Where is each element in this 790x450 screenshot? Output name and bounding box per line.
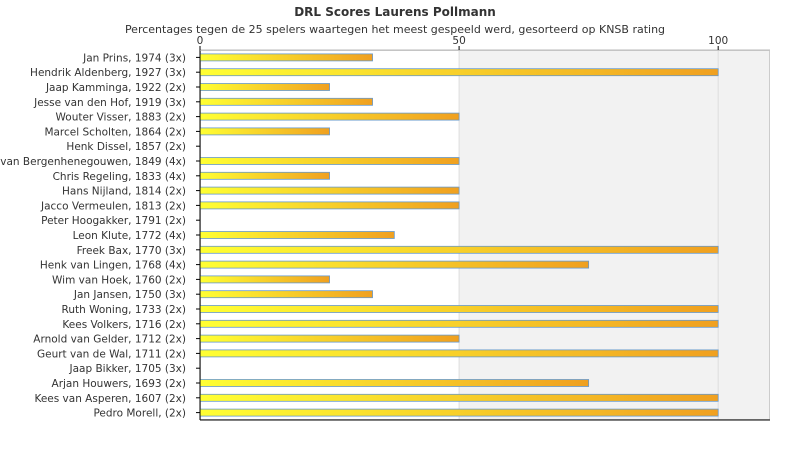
bar: [199, 157, 460, 165]
category-label: Freek Bax, 1770 (3x): [77, 245, 186, 257]
bar: [199, 68, 719, 77]
category-label: Leon Klute, 1772 (4x): [73, 230, 186, 242]
category-label: Henk Dissel, 1857 (2x): [66, 141, 186, 153]
bar: [199, 408, 719, 417]
bar: [199, 290, 373, 299]
chart-subtitle: Percentages tegen de 25 spelers waartege…: [125, 23, 665, 36]
category-label: Henk van Lingen, 1768 (4x): [40, 260, 186, 272]
plot-band: [459, 50, 770, 420]
category-label: Kees Volkers, 1716 (2x): [62, 319, 186, 331]
category-label: Jaap Kamminga, 1922 (2x): [45, 82, 186, 94]
bar: [199, 379, 590, 387]
chart-title: DRL Scores Laurens Pollmann: [294, 5, 496, 19]
category-label: Hans Nijland, 1814 (2x): [62, 186, 186, 198]
bar: [199, 231, 395, 239]
bar: [199, 201, 460, 210]
plot-area: Jan Prins, 1974 (3x) Hendrik Aldenberg, 1…: [0, 35, 770, 421]
bar: [199, 97, 373, 106]
bar: [199, 319, 719, 328]
category-label: Hendrik Aldenberg, 1927 (3x): [30, 67, 186, 79]
bar: [199, 83, 330, 91]
bar: [199, 53, 373, 62]
bar: [199, 260, 590, 269]
bar: [199, 186, 460, 195]
category-label: Ron van Bergenhenegouwen, 1849 (4x): [0, 156, 186, 168]
category-label: Wim van Hoek, 1760 (2x): [52, 274, 186, 286]
category-label: Jaap Bikker, 1705 (3x): [69, 363, 186, 375]
category-label: Ruth Woning, 1733 (2x): [62, 304, 187, 316]
category-label: Jan Jansen, 1750 (3x): [73, 289, 186, 301]
category-label: Arjan Houwers, 1693 (2x): [52, 378, 186, 390]
category-label: Arnold van Gelder, 1712 (2x): [33, 334, 186, 346]
tick-label: 50: [452, 35, 465, 47]
category-label: Geurt van de Wal, 1711 (2x): [37, 348, 186, 360]
bar: [199, 275, 330, 284]
category-label: Jan Prins, 1974 (3x): [82, 52, 186, 64]
category-label: Marcel Scholten, 1864 (2x): [44, 126, 186, 138]
bar: [199, 112, 460, 121]
category-label: Peter Hoogakker, 1791 (2x): [41, 215, 186, 227]
bar: [199, 171, 330, 180]
bar: [199, 127, 330, 136]
bar: [199, 349, 719, 358]
bar: [199, 393, 719, 402]
bar: [199, 245, 719, 254]
category-label: Kees van Asperen, 1607 (2x): [34, 393, 186, 405]
bar: [199, 334, 460, 343]
category-label: Jacco Vermeulen, 1813 (2x): [40, 200, 186, 212]
category-label: Wouter Visser, 1883 (2x): [56, 112, 187, 124]
category-label: Jesse van den Hof, 1919 (3x): [33, 97, 186, 109]
category-label: Pedro Morell, (2x): [93, 408, 186, 420]
category-label: Chris Regeling, 1833 (4x): [53, 171, 186, 183]
tick-label: 0: [197, 35, 204, 47]
tick-label: 100: [708, 35, 728, 47]
bar: [199, 305, 719, 313]
